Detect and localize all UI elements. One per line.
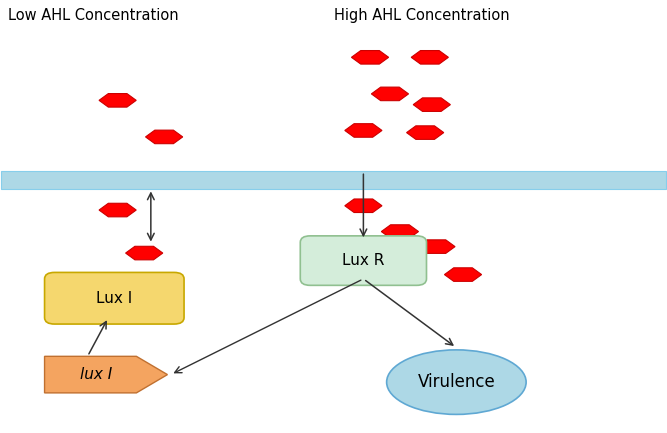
FancyBboxPatch shape xyxy=(300,236,426,285)
Polygon shape xyxy=(99,203,136,217)
Polygon shape xyxy=(418,240,455,253)
Polygon shape xyxy=(99,94,136,107)
Polygon shape xyxy=(444,268,482,281)
Polygon shape xyxy=(352,51,389,64)
FancyBboxPatch shape xyxy=(1,171,666,188)
Polygon shape xyxy=(414,98,450,111)
Polygon shape xyxy=(407,126,444,139)
Polygon shape xyxy=(372,87,409,100)
Polygon shape xyxy=(125,246,163,260)
Text: Lux R: Lux R xyxy=(342,253,385,268)
Polygon shape xyxy=(45,356,167,393)
Polygon shape xyxy=(382,225,418,238)
Polygon shape xyxy=(345,199,382,213)
Text: lux I: lux I xyxy=(80,367,112,382)
Polygon shape xyxy=(412,51,448,64)
Polygon shape xyxy=(145,130,183,144)
FancyBboxPatch shape xyxy=(45,272,184,324)
Text: Lux I: Lux I xyxy=(96,291,133,306)
Polygon shape xyxy=(345,124,382,137)
Text: Low AHL Concentration: Low AHL Concentration xyxy=(8,8,179,23)
Text: Virulence: Virulence xyxy=(418,373,496,391)
Ellipse shape xyxy=(387,350,526,414)
Text: High AHL Concentration: High AHL Concentration xyxy=(334,8,509,23)
